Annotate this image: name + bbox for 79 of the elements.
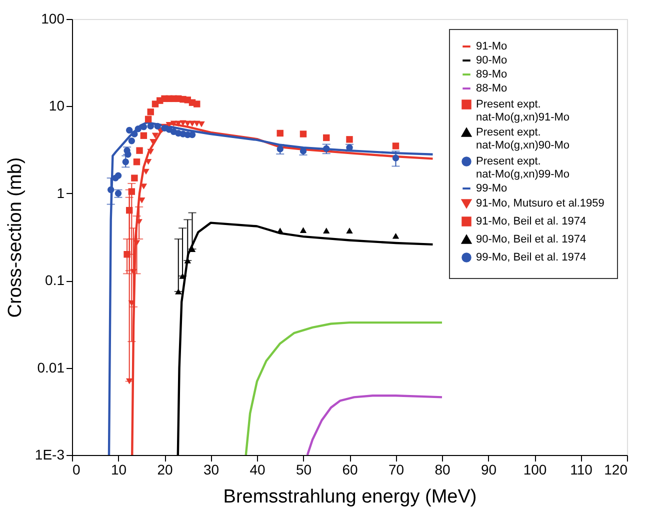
legend-label: 99-Mo, Beil et al. 1974 bbox=[476, 252, 586, 264]
x-tick-label: 30 bbox=[203, 462, 220, 478]
point bbox=[300, 130, 307, 138]
x-tick-label: 0 bbox=[72, 462, 80, 478]
point bbox=[392, 232, 400, 239]
y-tick-label: 1 bbox=[56, 184, 65, 201]
x-tick-label: 120 bbox=[604, 462, 628, 478]
y-tick-label: 100 bbox=[41, 10, 65, 26]
x-tick-label: 40 bbox=[250, 462, 266, 478]
point bbox=[300, 227, 307, 233]
point bbox=[134, 125, 142, 132]
point bbox=[133, 240, 140, 246]
point bbox=[147, 108, 154, 116]
line-series bbox=[244, 321, 444, 455]
x-tick-label: 90 bbox=[480, 462, 497, 478]
point bbox=[144, 158, 152, 165]
point bbox=[131, 174, 138, 182]
point bbox=[323, 134, 330, 142]
point bbox=[198, 121, 205, 128]
legend-label: 90-Mo bbox=[476, 54, 508, 66]
point bbox=[194, 100, 200, 108]
legend-label: 91-Mo bbox=[476, 40, 508, 52]
point bbox=[140, 123, 148, 130]
x-tick-label: 10 bbox=[110, 462, 127, 478]
point bbox=[392, 154, 400, 162]
x-tick-label: 20 bbox=[157, 462, 173, 478]
point bbox=[126, 126, 133, 134]
x-tick-label: 100 bbox=[523, 462, 547, 478]
point bbox=[144, 116, 152, 123]
x-tick-label: 80 bbox=[434, 462, 450, 478]
point bbox=[147, 122, 154, 130]
y-tick-label: 10 bbox=[48, 98, 65, 114]
x-tick-label: 110 bbox=[570, 462, 593, 478]
point bbox=[133, 158, 140, 166]
point bbox=[392, 142, 400, 150]
y-tick-label: 0.1 bbox=[45, 272, 65, 288]
x-tick-label: 50 bbox=[296, 462, 312, 478]
point bbox=[131, 130, 138, 138]
point bbox=[140, 132, 148, 139]
legend-label: 91-Mo, Mutsuro et al.1959 bbox=[476, 198, 604, 210]
line-series bbox=[306, 394, 444, 455]
point bbox=[175, 288, 182, 294]
point bbox=[323, 228, 330, 234]
point bbox=[179, 273, 186, 279]
legend-label: 88-Mo bbox=[476, 82, 508, 94]
legend-label: 91-Mo, Beil et al. 1974 bbox=[476, 216, 586, 228]
point bbox=[126, 378, 133, 384]
point bbox=[124, 151, 132, 158]
point bbox=[276, 228, 284, 234]
point bbox=[136, 147, 143, 154]
point bbox=[136, 219, 142, 225]
y-tick-label: 1E-3 bbox=[34, 446, 65, 462]
point bbox=[346, 228, 353, 234]
point bbox=[107, 186, 114, 194]
x-axis-title: Bremsstrahlung energy (MeV) bbox=[223, 486, 477, 508]
point bbox=[114, 172, 122, 179]
point bbox=[128, 138, 136, 144]
point bbox=[276, 146, 284, 152]
point bbox=[346, 136, 353, 143]
point bbox=[128, 188, 136, 195]
legend-label: Present expt. nat-Mo(g,xn)90-Mo bbox=[476, 126, 570, 152]
point bbox=[126, 206, 133, 214]
point bbox=[122, 158, 130, 166]
legend-label: Present expt. nat-Mo(g,xn)99-Mo bbox=[476, 156, 570, 180]
point bbox=[152, 132, 159, 139]
legend-label: 89-Mo bbox=[476, 68, 508, 80]
legend-label: Present expt. nat-Mo(g,xn)91-Mo bbox=[476, 98, 570, 124]
y-axis-title: Cross-section (mb) bbox=[4, 157, 26, 318]
x-tick-label: 70 bbox=[388, 462, 404, 478]
y-tick-label: 0.01 bbox=[37, 359, 65, 376]
point bbox=[150, 138, 156, 145]
x-tick-label: 60 bbox=[342, 462, 358, 478]
point bbox=[147, 148, 154, 155]
point bbox=[154, 122, 161, 130]
point bbox=[188, 131, 196, 138]
point bbox=[276, 130, 284, 137]
legend-label: 90-Mo, Beil et al. 1974 bbox=[476, 234, 586, 246]
legend-label: 99-Mo bbox=[476, 182, 508, 194]
point bbox=[124, 250, 130, 258]
